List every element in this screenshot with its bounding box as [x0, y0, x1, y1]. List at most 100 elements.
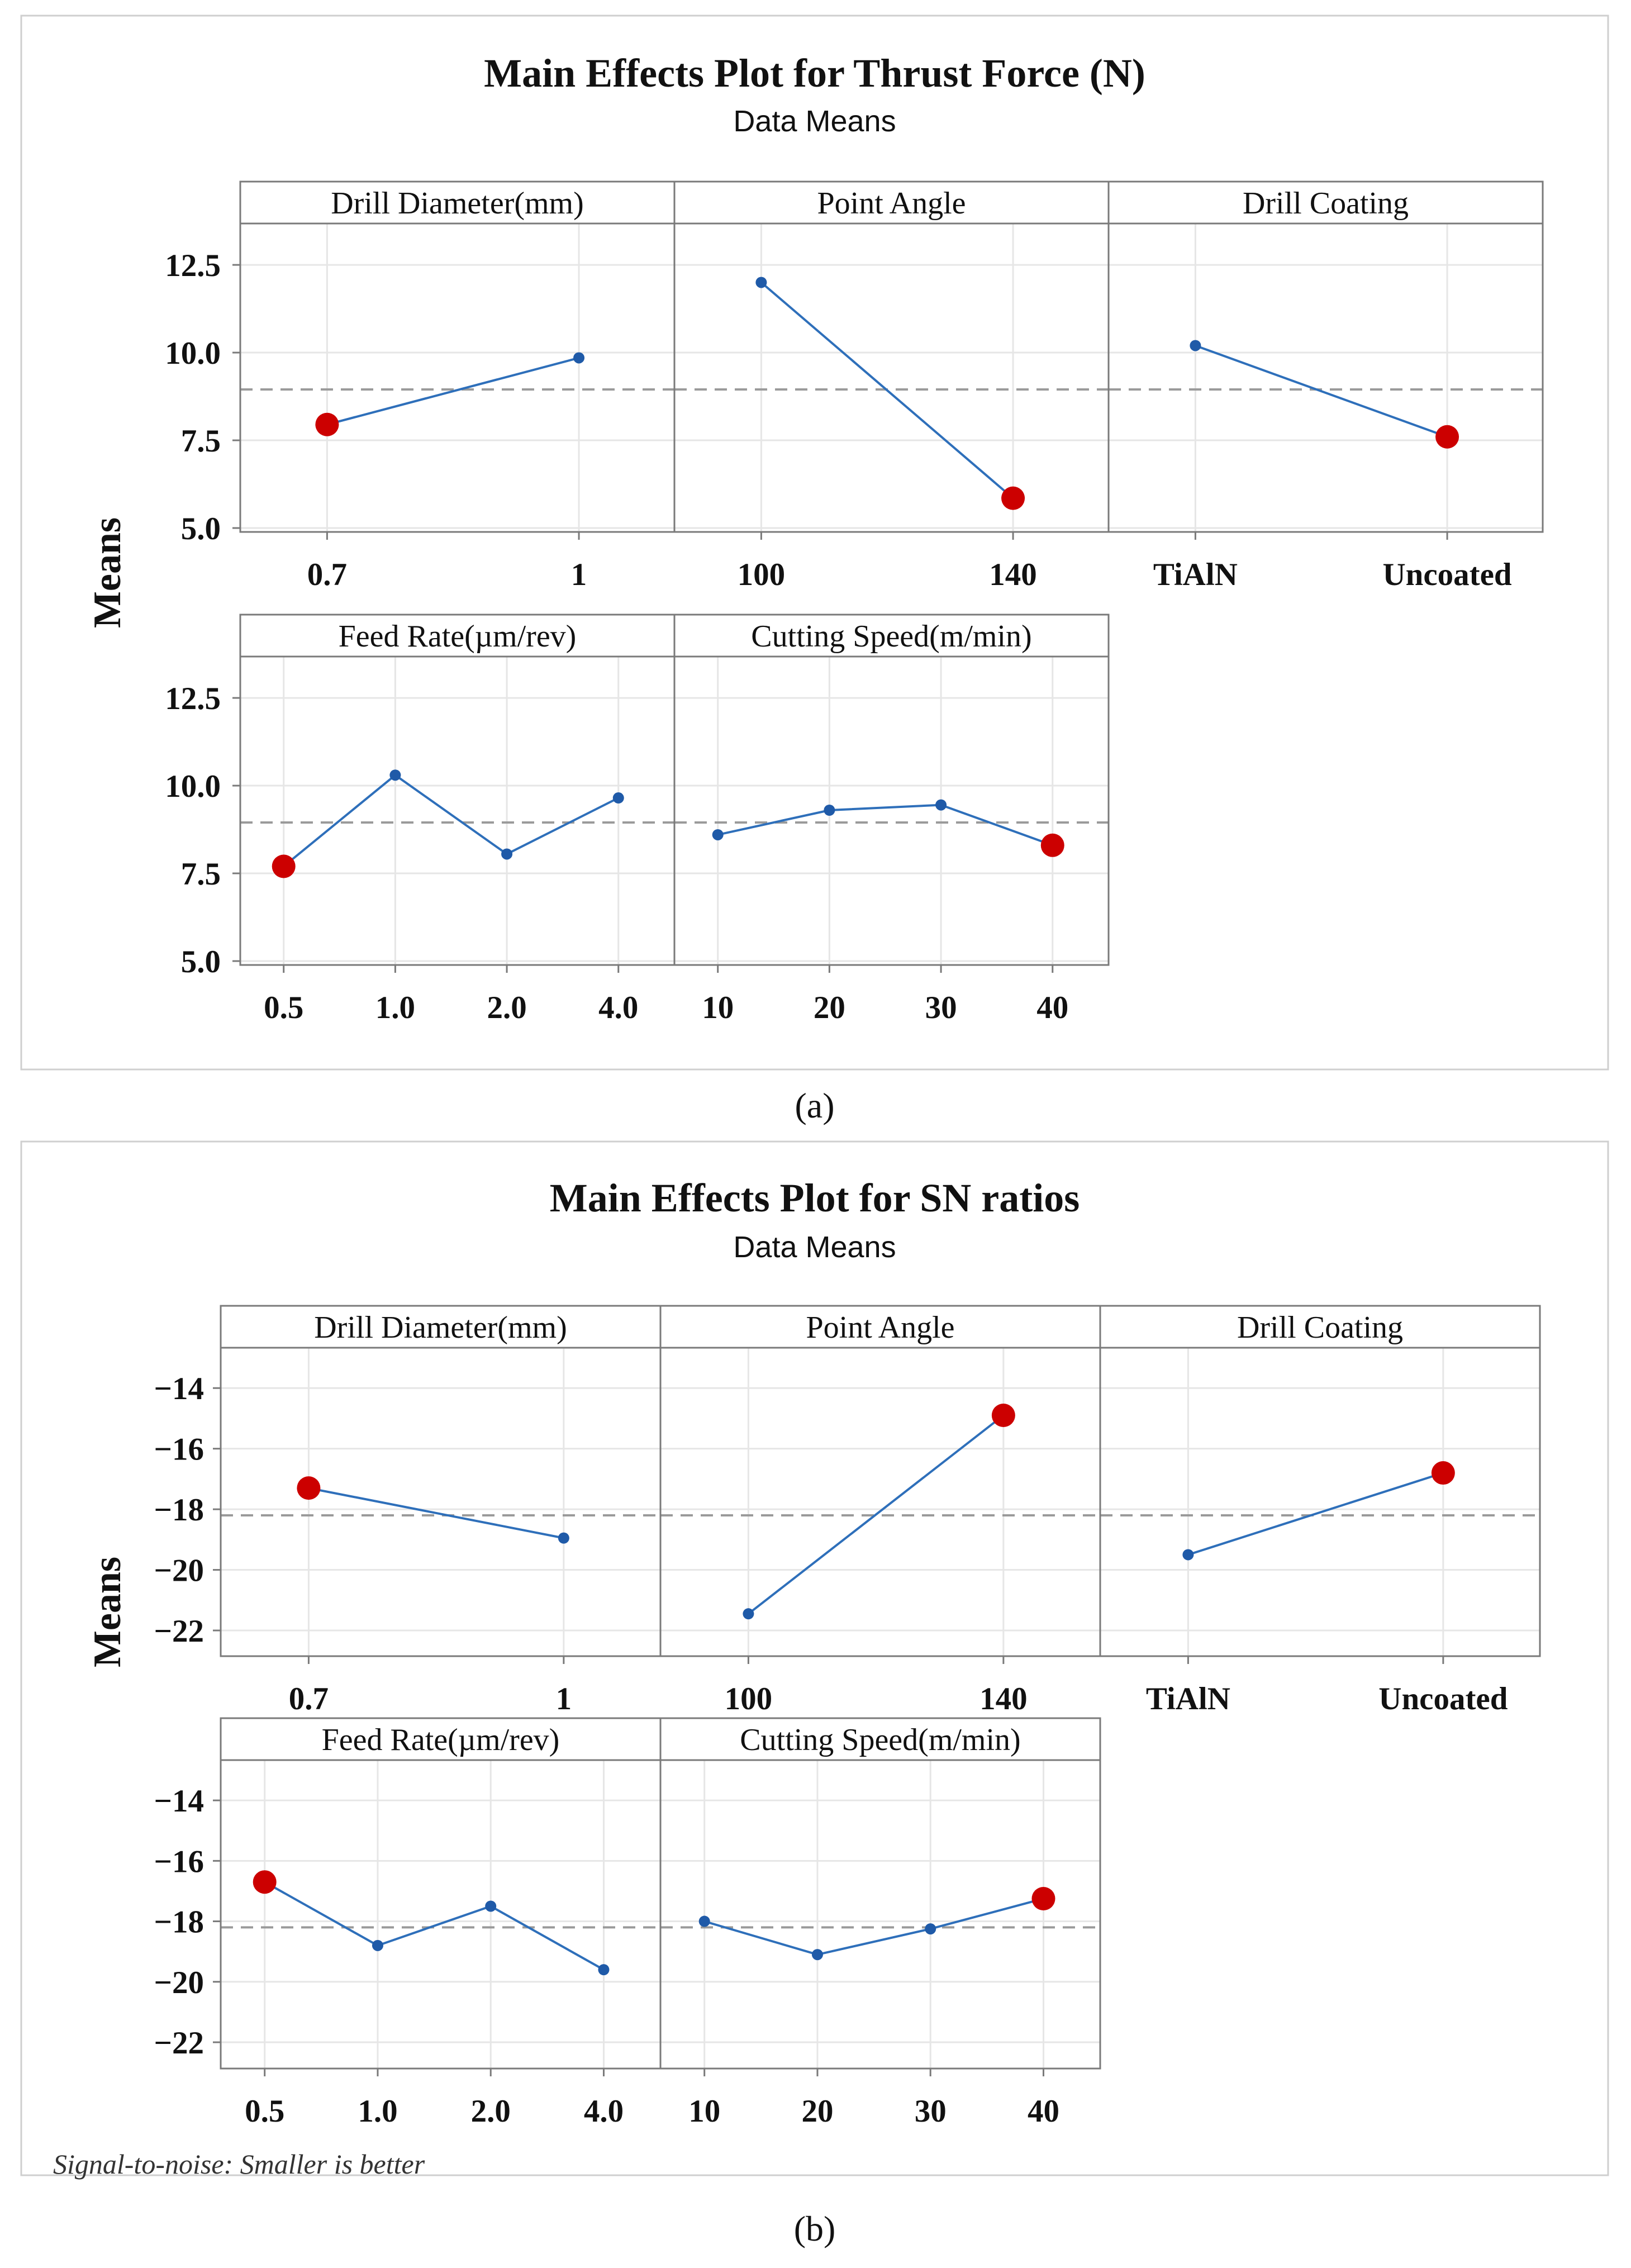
y-tick-label: 5.0 — [181, 944, 221, 980]
panel-frame — [1107, 180, 1544, 533]
x-tick-label: 4.0 — [598, 990, 638, 1025]
x-tick-label: 40 — [1028, 2094, 1059, 2129]
chart-subtitle: Data Means — [733, 104, 896, 138]
panel-frame — [659, 1717, 1101, 2070]
panel-0-4: Cutting Speed(m/min) 10 20 30 40 — [673, 614, 1110, 1025]
data-point — [1190, 340, 1201, 351]
y-tick-label: 12.5 — [165, 681, 221, 716]
chart-subtitle: Data Means — [733, 1230, 896, 1264]
optimal-level-point — [315, 412, 339, 436]
series-line — [1195, 344, 1448, 438]
data-point — [573, 352, 585, 364]
x-tick-label: 1 — [571, 557, 587, 592]
x-tick-label: 20 — [801, 2094, 833, 2129]
data-point — [925, 1923, 936, 1935]
panel-background — [674, 182, 1109, 532]
panel-strip-label: Point Angle — [806, 1310, 954, 1345]
figure-frame — [20, 1140, 1609, 2176]
panel-frame — [1099, 1305, 1541, 1657]
chart-title: Main Effects Plot for SN ratios — [550, 1176, 1080, 1220]
panel-strip — [673, 614, 1110, 658]
x-tick-label: 30 — [915, 2094, 947, 2129]
optimal-level-point — [1031, 1886, 1055, 1910]
x-tick-label: 140 — [979, 1681, 1028, 1717]
y-tick-label: −14 — [154, 1371, 204, 1406]
y-tick-label: 7.5 — [181, 857, 221, 892]
figure-caption: (b) — [794, 2209, 836, 2248]
panel-0-1: Point Angle 100 140 — [673, 180, 1110, 592]
panel-strip — [239, 614, 676, 658]
x-tick-label: 30 — [925, 990, 957, 1025]
x-tick-label: 0.5 — [264, 990, 303, 1025]
x-tick-label: 20 — [814, 990, 845, 1025]
y-tick-label: −22 — [154, 1614, 204, 1649]
x-tick-label: TiAlN — [1153, 557, 1238, 592]
series-line — [264, 1881, 605, 1971]
panel-frame — [673, 614, 1110, 966]
x-tick-label: 1 — [556, 1681, 572, 1717]
series-line — [283, 773, 619, 868]
y-tick-label: −22 — [154, 2025, 204, 2061]
series-line — [760, 281, 1014, 500]
x-tick-label: 1.0 — [375, 990, 415, 1025]
panel-background — [221, 1306, 660, 1656]
figure-caption: (a) — [795, 1086, 834, 1125]
panel-1-0: Drill Diameter(mm) 0.7 1 −22 −20 −18 −16 −14 — [154, 1305, 662, 1717]
panel-0-0: Drill Diameter(mm) 0.7 1 5.0 7.5 10.0 12.5 — [165, 180, 676, 592]
data-point — [824, 805, 835, 816]
optimal-level-point — [1001, 486, 1025, 510]
y-axis-label: Means — [86, 517, 129, 628]
panel-strip-label: Drill Coating — [1237, 1310, 1403, 1345]
data-point — [389, 769, 401, 781]
optimal-level-point — [1040, 833, 1064, 857]
panel-strip — [220, 1717, 662, 1761]
data-point — [558, 1532, 569, 1544]
y-tick-label: −14 — [154, 1784, 204, 1819]
panel-strip — [659, 1305, 1101, 1349]
y-tick-label: 5.0 — [181, 511, 221, 546]
panel-0-3: Feed Rate(µm/rev) 0.5 1.0 2.0 4.0 5.0 7.5 10.0 1… — [165, 614, 676, 1025]
x-tick-label: 1.0 — [358, 2094, 397, 2129]
panel-strip-label: Drill Diameter(mm) — [331, 186, 584, 221]
series-line — [748, 1414, 1005, 1615]
optimal-level-point — [297, 1476, 321, 1500]
panel-background — [674, 615, 1109, 965]
series-line — [704, 1898, 1044, 1956]
series-line — [308, 1487, 564, 1539]
panel-background — [660, 1306, 1100, 1656]
chart-figure-0: Main Effects Plot for Thrust Force (N) Da… — [20, 15, 1609, 1125]
panel-background — [240, 182, 674, 532]
series-line — [717, 803, 1053, 847]
y-tick-label: −20 — [154, 1965, 204, 2000]
data-point — [598, 1964, 610, 1976]
y-tick-label: 10.0 — [165, 336, 221, 371]
x-tick-label: Uncoated — [1382, 557, 1511, 592]
y-tick-label: 7.5 — [181, 424, 221, 459]
y-tick-label: −18 — [154, 1492, 204, 1528]
chart-footnote: Signal-to-noise: Smaller is better — [53, 2148, 425, 2180]
x-tick-label: 2.0 — [471, 2094, 511, 2129]
data-point — [811, 1949, 823, 1961]
data-point — [485, 1900, 497, 1912]
panel-0-2: Drill Coating TiAlN Uncoated — [1107, 180, 1544, 592]
optimal-level-point — [1431, 1461, 1455, 1485]
x-tick-label: 10 — [688, 2094, 720, 2129]
series-line — [326, 356, 579, 426]
panel-background — [660, 1718, 1100, 2069]
data-point — [612, 792, 624, 804]
panel-strip-label: Point Angle — [817, 186, 966, 221]
y-tick-label: −16 — [154, 1844, 204, 1879]
panel-1-1: Point Angle 100 140 — [659, 1305, 1101, 1717]
x-tick-label: 2.0 — [487, 990, 526, 1025]
panel-strip-label: Drill Coating — [1243, 186, 1409, 221]
panel-strip-label: Drill Diameter(mm) — [314, 1310, 567, 1345]
x-tick-label: Uncoated — [1378, 1681, 1508, 1717]
panel-background — [221, 1718, 660, 2069]
panel-1-2: Drill Coating TiAlN Uncoated — [1099, 1305, 1541, 1717]
y-tick-label: 12.5 — [165, 248, 221, 283]
data-point — [712, 829, 724, 840]
data-point — [372, 1939, 383, 1951]
panel-1-3: Feed Rate(µm/rev) 0.5 1.0 2.0 4.0 −22 −20 −18 −1… — [154, 1717, 662, 2129]
optimal-level-point — [272, 854, 296, 878]
